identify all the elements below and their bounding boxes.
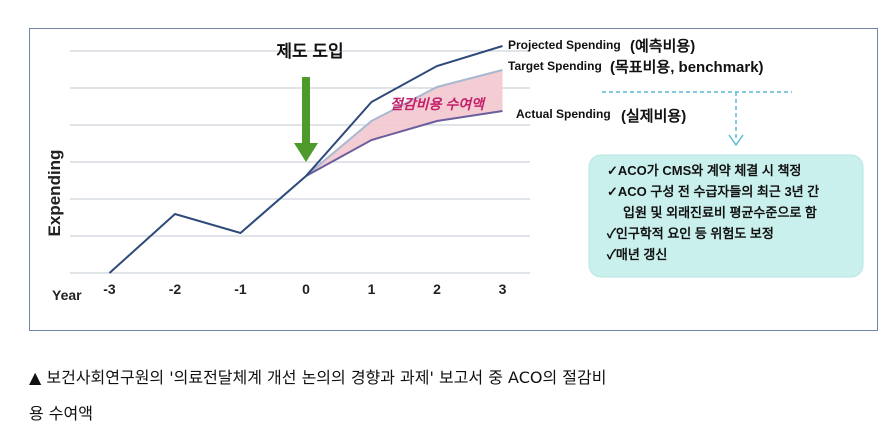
x-axis-label: Year <box>52 287 82 303</box>
series-line-target <box>305 69 503 177</box>
series-line-projected <box>108 45 503 274</box>
series-label-projected-ko: (예측비용) <box>630 38 695 55</box>
x-tick-label: 1 <box>368 281 376 297</box>
x-tick-label: -1 <box>234 281 247 297</box>
connector-arrowhead <box>728 134 744 147</box>
x-tick-label: -2 <box>169 281 182 297</box>
series-line-actual <box>305 110 503 177</box>
series-label-target: Target Spending <box>508 59 602 73</box>
info-box-item: 입원 및 외래진료비 평균수준으로 함 <box>623 205 817 220</box>
chart-canvas: Expending Year -3 -2 -1 0 1 2 3 Projected Spendin… <box>45 38 864 303</box>
info-box-item: ✓매년 갱신 <box>606 247 667 262</box>
info-box-item: ✓ACO가 CMS와 계약 체결 시 책정 <box>607 163 801 178</box>
chart-figure: Expending Year -3 -2 -1 0 1 2 3 Projected Spendin… <box>29 28 878 331</box>
x-tick-label: -3 <box>103 281 116 297</box>
caption-line-2: 용 수여액 <box>29 404 93 423</box>
savings-band-label: 절감비용 수여액 <box>390 96 486 112</box>
x-tick-label: 2 <box>433 281 441 297</box>
info-box-item: ✓인구학적 요인 등 위험도 보정 <box>606 226 774 241</box>
arrow-shaft <box>302 77 310 145</box>
x-tick-label: 3 <box>499 281 507 297</box>
figure-caption: ▲ 보건사회연구원의 '의료전달체계 개선 논의의 경향과 과제' 보고서 중 … <box>29 360 859 432</box>
info-box <box>588 154 864 278</box>
arrow-head <box>294 143 318 162</box>
caption-line-1: ▲ 보건사회연구원의 '의료전달체계 개선 논의의 경향과 과제' 보고서 중 … <box>29 368 607 387</box>
series-label-actual: Actual Spending <box>516 107 611 121</box>
info-box-item: ✓ACO 구성 전 수급자들의 최근 3년 간 <box>607 184 819 199</box>
series-label-target-ko: (목표비용, benchmark) <box>610 59 764 76</box>
arrow-label: 제도 도입 <box>276 42 343 61</box>
x-tick-label: 0 <box>302 281 310 297</box>
savings-band <box>306 70 503 176</box>
series-label-actual-ko: (실제비용) <box>621 108 686 125</box>
series-label-projected: Projected Spending <box>508 38 621 52</box>
y-axis-label: Expending <box>45 150 64 237</box>
